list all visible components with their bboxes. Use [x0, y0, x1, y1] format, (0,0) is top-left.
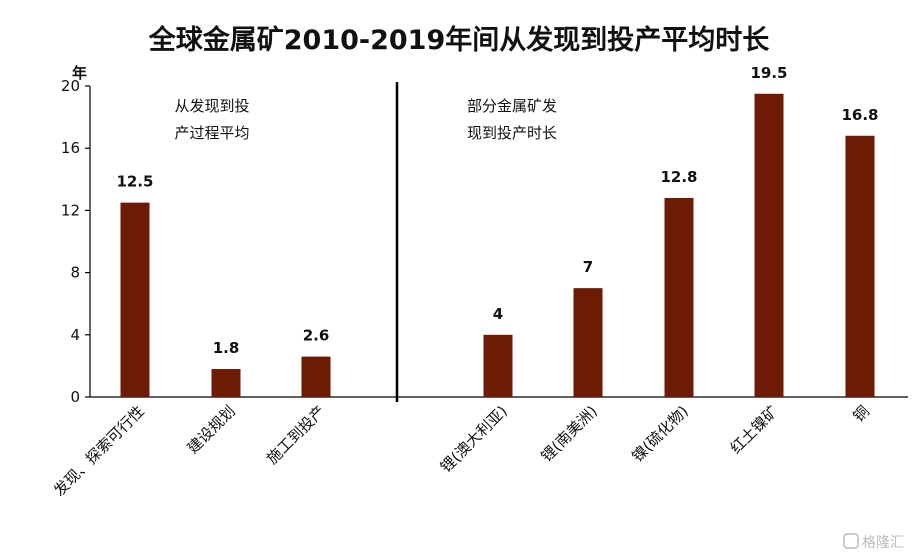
y-axis-label: 年 — [72, 64, 87, 82]
group-note-line: 部分金属矿发 — [467, 97, 557, 115]
category-label: 锂(澳大利亚) — [437, 402, 511, 476]
bar — [754, 93, 784, 398]
category-label: 施工到投产 — [263, 402, 329, 468]
category-label: 发现、探索可行性 — [50, 402, 148, 500]
y-tick-label: 8 — [70, 264, 80, 282]
category-label: 铜 — [849, 402, 872, 425]
bar — [301, 356, 331, 397]
y-tick-label: 0 — [70, 388, 80, 406]
watermark-logo-icon — [843, 533, 859, 549]
group-note-line: 现到投产时长 — [467, 124, 557, 142]
bar — [573, 288, 603, 397]
chart-title: 全球金属矿2010-2019年间从发现到投产平均时长 — [148, 24, 770, 56]
data-label: 12.5 — [116, 173, 153, 191]
data-label: 7 — [583, 258, 593, 276]
y-tick-label: 12 — [61, 201, 80, 219]
y-tick-label: 4 — [70, 326, 80, 344]
category-label: 锂(南美洲) — [537, 402, 600, 465]
bar — [664, 197, 694, 397]
category-label: 镍(硫化物) — [628, 402, 691, 465]
data-label: 16.8 — [841, 106, 878, 124]
data-labels: 12.5 1.8 2.6 4 7 12.8 19.5 16.8 — [116, 64, 878, 357]
data-label: 19.5 — [750, 64, 787, 82]
bars — [120, 93, 875, 398]
y-tick-label: 20 — [61, 77, 80, 95]
data-label: 1.8 — [213, 339, 240, 357]
bar — [483, 334, 513, 397]
data-label: 2.6 — [303, 327, 330, 345]
bar — [211, 369, 241, 397]
watermark-text: 格隆汇 — [862, 535, 904, 551]
watermark: 格隆汇 — [843, 533, 904, 551]
category-labels: 发现、探索可行性 建设规划 施工到投产 锂(澳大利亚) 锂(南美洲) 镍(硫化物) 红土镍矿… — [50, 402, 873, 500]
bar — [845, 135, 875, 397]
category-label: 建设规划 — [184, 402, 239, 457]
group-note-line: 从发现到投 — [174, 97, 249, 115]
bar — [120, 202, 150, 397]
data-label: 4 — [493, 305, 503, 323]
group-note-line: 产过程平均 — [174, 124, 249, 142]
y-tick-label: 16 — [61, 139, 80, 157]
data-label: 12.8 — [660, 168, 697, 186]
category-label: 红土镍矿 — [727, 402, 782, 457]
